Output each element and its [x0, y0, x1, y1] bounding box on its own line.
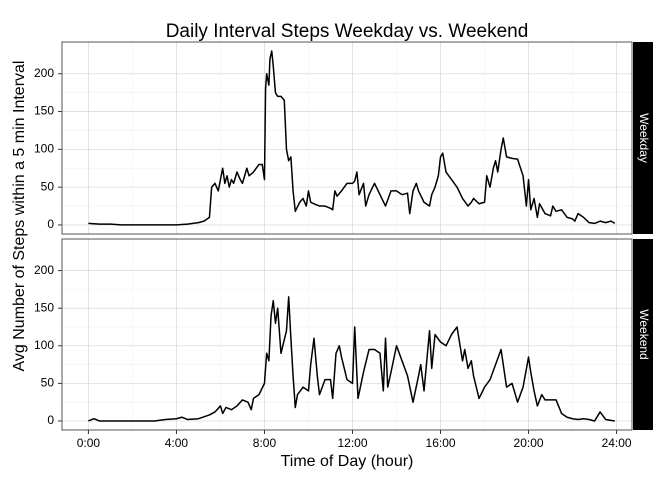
panel-border	[61, 238, 633, 431]
panel-border	[61, 41, 633, 235]
y-tick-label: 50	[41, 376, 55, 390]
data-line	[88, 296, 615, 422]
x-axis-label: Time of Day (hour)	[281, 453, 414, 470]
x-tick-label: 12:00	[337, 436, 367, 450]
panel-background	[62, 239, 632, 430]
y-tick-label: 0	[47, 413, 54, 427]
x-tick-label: 4:00	[165, 436, 189, 450]
panel-background	[62, 42, 632, 234]
y-tick-label: 200	[34, 263, 54, 277]
y-tick-label: 100	[34, 338, 54, 352]
y-axis-label: Avg Number of Steps within a 5 min Inter…	[11, 61, 28, 372]
y-tick-label: 0	[47, 217, 54, 231]
x-tick-label: 8:00	[253, 436, 277, 450]
chart-title: Daily Interval Steps Weekday vs. Weekend	[166, 21, 529, 42]
y-tick-label: 100	[34, 142, 54, 156]
y-tick-label: 200	[34, 66, 54, 80]
x-tick-label: 24:00	[602, 436, 632, 450]
y-tick-label: 150	[34, 104, 54, 118]
facet-strip	[633, 42, 653, 234]
x-tick-label: 20:00	[514, 436, 544, 450]
facet-strip	[633, 239, 653, 430]
facet-label: Weekday	[637, 113, 651, 163]
y-tick-label: 150	[34, 300, 54, 314]
facet-label: Weekend	[637, 309, 651, 359]
data-line	[88, 50, 616, 226]
y-tick-label: 50	[41, 179, 55, 193]
x-tick-label: 16:00	[426, 436, 456, 450]
x-tick-label: 0:00	[77, 436, 101, 450]
